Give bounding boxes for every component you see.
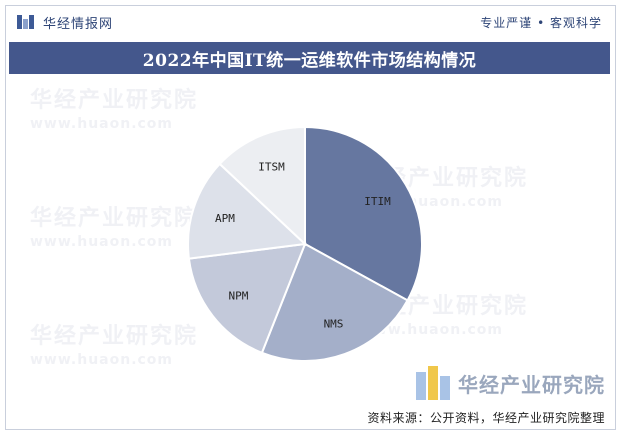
slice-label-itsm: ITSM	[258, 161, 285, 174]
chart-title: 2022年中国IT统一运维软件市场结构情况	[142, 50, 477, 71]
footer-logo: 华经产业研究院	[416, 366, 605, 400]
pie-slice-apm	[187, 162, 308, 260]
footer-logo-text: 华经产业研究院	[458, 372, 605, 397]
pie-slice-itsm	[218, 125, 306, 247]
slice-label-nms: NMS	[324, 317, 344, 330]
slice-label-apm: APM	[215, 212, 235, 225]
brand-logo-icon	[17, 15, 35, 29]
brand: 华经情报网	[17, 13, 113, 32]
footer-logo-icon	[416, 366, 452, 400]
pie-slice-npm	[187, 242, 307, 355]
header-bar: 华经情报网 专业严谨 • 客观科学	[5, 5, 616, 39]
slogan: 专业严谨 • 客观科学	[480, 15, 602, 30]
title-bar: 2022年中国IT统一运维软件市场结构情况	[9, 42, 610, 74]
slice-label-npm: NPM	[228, 290, 248, 303]
brand-name: 华经情报网	[43, 16, 114, 32]
pie-slice-itim	[304, 125, 423, 302]
source-note: 资料来源：公开资料，华经产业研究院整理	[367, 411, 605, 425]
pie-slice-nms	[260, 242, 409, 362]
slice-label-itim: ITIM	[364, 195, 391, 208]
